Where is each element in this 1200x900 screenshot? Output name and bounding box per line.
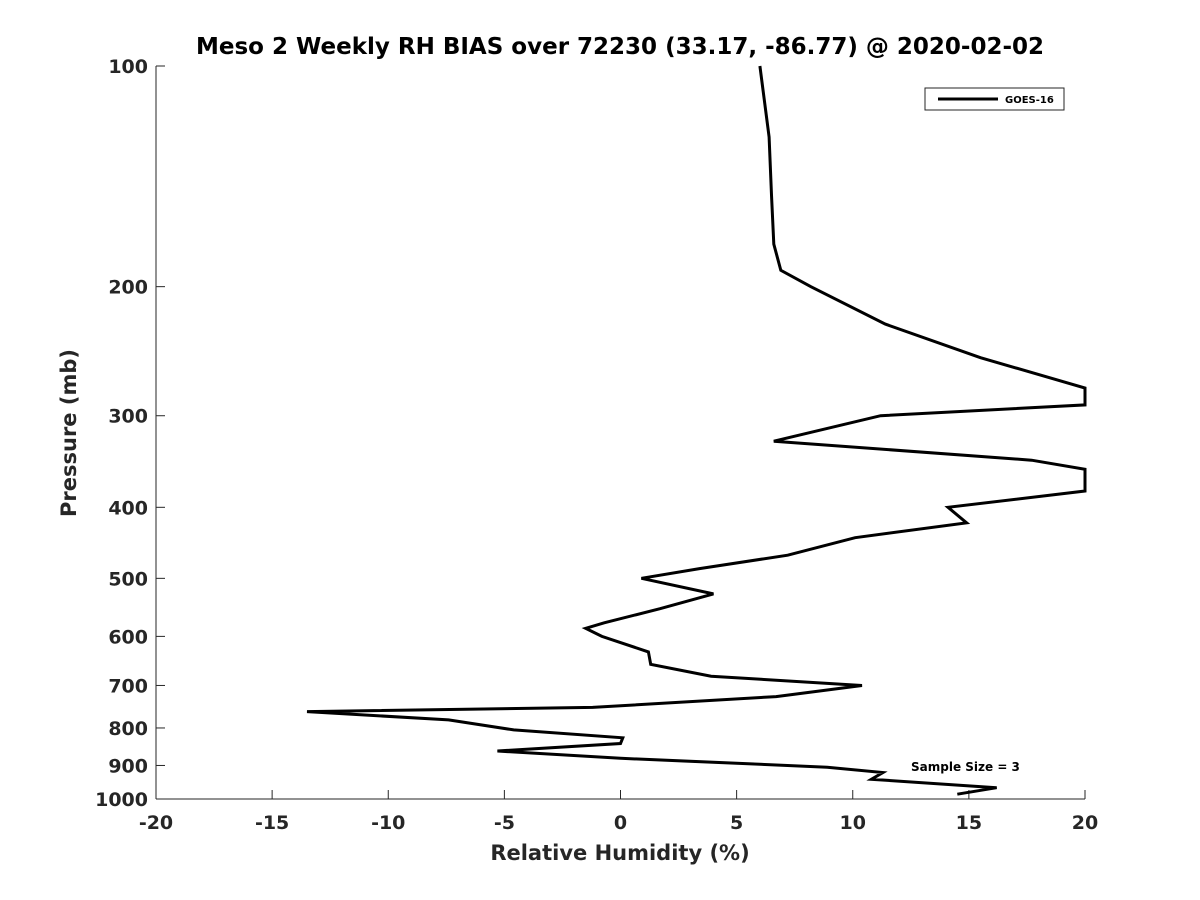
y-tick-label: 100 bbox=[108, 56, 148, 78]
y-tick-label: 600 bbox=[108, 626, 148, 648]
y-tick-label: 300 bbox=[108, 406, 148, 428]
x-tick-label: 10 bbox=[840, 812, 866, 834]
x-tick-label: 15 bbox=[956, 812, 982, 834]
y-tick-label: 500 bbox=[108, 568, 148, 590]
y-tick-label: 700 bbox=[108, 675, 148, 697]
x-tick-label: 5 bbox=[730, 812, 743, 834]
x-tick-label: -15 bbox=[255, 812, 289, 834]
x-tick-label: 20 bbox=[1072, 812, 1098, 834]
y-tick-label: 800 bbox=[108, 718, 148, 740]
legend: GOES-16 bbox=[924, 87, 1065, 111]
plot-area bbox=[156, 66, 1085, 799]
y-tick-label: 400 bbox=[108, 497, 148, 519]
x-tick-label: -20 bbox=[139, 812, 173, 834]
sample-size-annotation: Sample Size = 3 bbox=[911, 760, 1020, 774]
y-axis-label: Pressure (mb) bbox=[57, 349, 81, 517]
series-layer bbox=[306, 65, 1087, 796]
legend-label: GOES-16 bbox=[1005, 95, 1054, 106]
series-line-goes-16 bbox=[306, 65, 1087, 796]
x-tick-label: -5 bbox=[494, 812, 515, 834]
x-axis-label: Relative Humidity (%) bbox=[490, 841, 749, 865]
y-tick-label: 900 bbox=[108, 755, 148, 777]
chart-title: Meso 2 Weekly RH BIAS over 72230 (33.17,… bbox=[196, 34, 1044, 60]
y-tick-label: 200 bbox=[108, 277, 148, 299]
x-tick-label: 0 bbox=[614, 812, 627, 834]
x-tick-label: -10 bbox=[371, 812, 405, 834]
axis-ticks: -20 -15 -10 -5 0 5 10 15 20 100 200 300 400 500 600 700… bbox=[95, 56, 1098, 834]
y-tick-label: 1000 bbox=[95, 789, 148, 811]
